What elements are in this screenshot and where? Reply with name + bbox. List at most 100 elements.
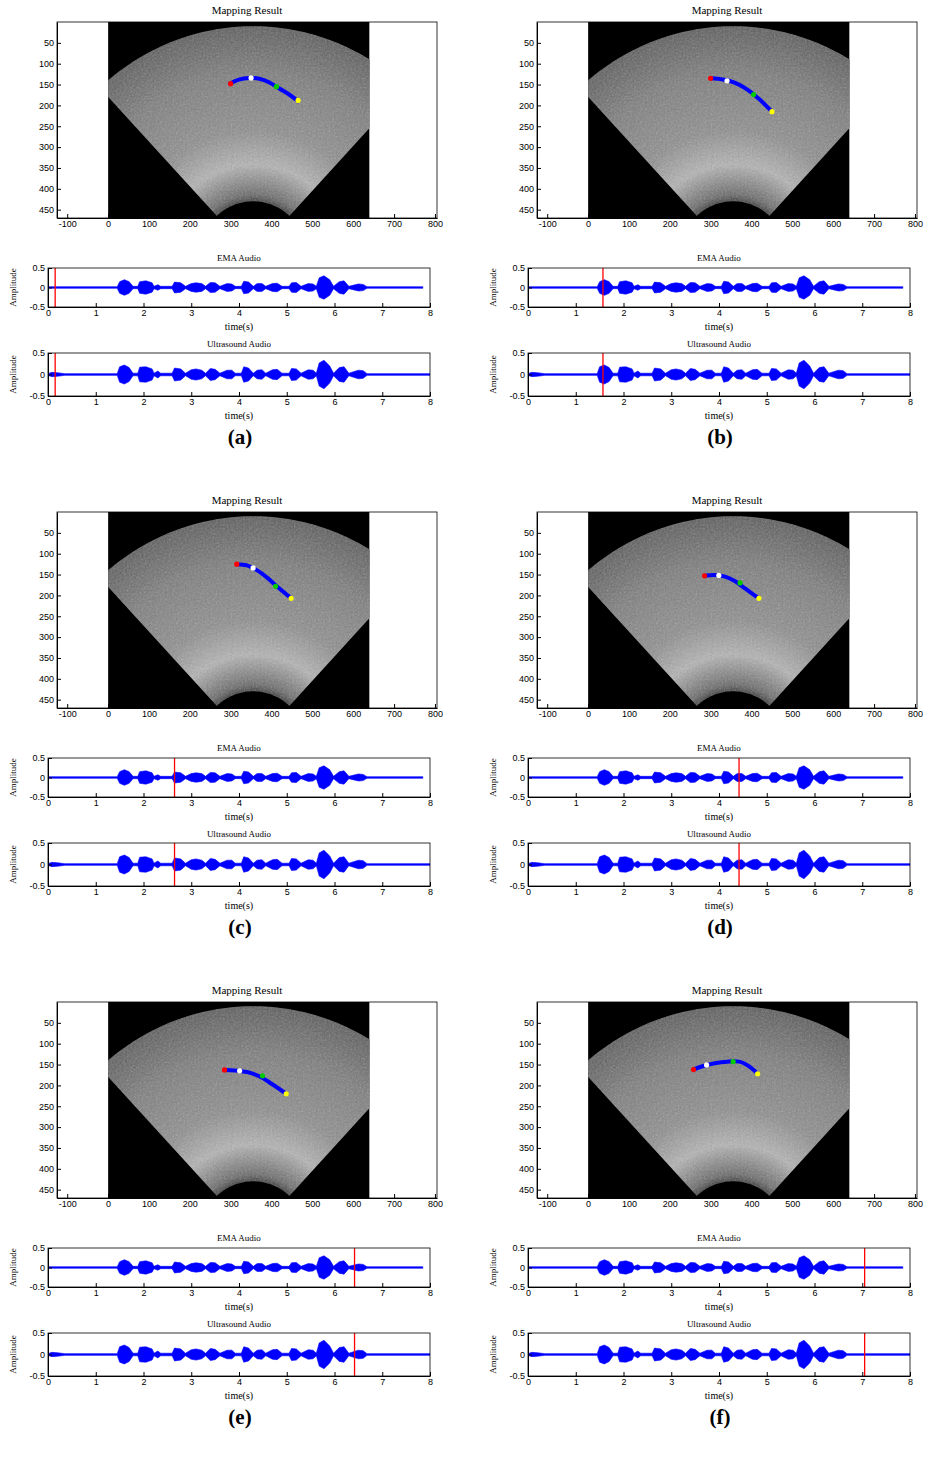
sensor-point (769, 109, 774, 114)
tick-mark (624, 303, 625, 307)
tick-mark (67, 704, 68, 708)
tick-label: 400 (519, 184, 534, 194)
tick: 400 (519, 1164, 541, 1174)
tick-mark (537, 1169, 541, 1170)
tick-label: 1 (94, 798, 99, 808)
plot-title: EMA Audio (697, 253, 741, 263)
tick-label: 3 (669, 887, 674, 897)
tick-label: 200 (663, 709, 678, 719)
tick-mark (190, 704, 191, 708)
tick: 200 (663, 1194, 678, 1209)
plot-area (57, 1002, 437, 1198)
tick: 0 (106, 1194, 111, 1209)
tick-label: 150 (519, 1060, 534, 1070)
tick-mark (629, 1194, 630, 1198)
tick-mark (57, 700, 61, 701)
tick-mark (767, 303, 768, 307)
tick-mark (149, 1194, 150, 1198)
tick: 0 (586, 214, 591, 229)
y-axis: -0.500.5 (29, 263, 52, 312)
ultrasound-fan (108, 1006, 370, 1196)
tick-label: 250 (519, 1102, 534, 1112)
tick-mark (430, 1372, 431, 1376)
tick: 8 (428, 1283, 433, 1298)
tick-label: 300 (224, 709, 239, 719)
plot-title: EMA Audio (217, 743, 261, 753)
tick: 2 (621, 1283, 626, 1298)
tick-mark (191, 392, 192, 396)
y-axis-title: Amplitude (488, 758, 498, 797)
tick-mark (588, 1194, 589, 1198)
tick-mark (528, 303, 529, 307)
tick: 0 (586, 1194, 591, 1209)
x-axis: 012345678 (526, 1372, 913, 1387)
tick-mark (874, 1194, 875, 1198)
tick-mark (335, 1283, 336, 1287)
tick-mark (57, 679, 61, 680)
tick: 0 (106, 704, 111, 719)
tick-label: 50 (524, 38, 534, 48)
tick-mark (272, 704, 273, 708)
x-axis-title: time(s) (705, 1390, 733, 1402)
tick-mark (312, 704, 313, 708)
sensor-point (222, 1067, 227, 1072)
tick-label: 3 (669, 798, 674, 808)
x-axis: 012345678 (526, 882, 913, 897)
tick-label: 200 (183, 709, 198, 719)
tick: 8 (428, 1372, 433, 1387)
tick-label: 200 (183, 1199, 198, 1209)
plot-frame (528, 268, 910, 307)
tick-label: 400 (39, 674, 54, 684)
tick: 4 (717, 882, 722, 897)
tick: 2 (621, 882, 626, 897)
tick-label: 150 (39, 1060, 54, 1070)
waveform (48, 850, 430, 878)
plot-area (528, 1333, 910, 1376)
tick-label: 4 (717, 798, 722, 808)
tick-label: -0.5 (509, 1282, 525, 1292)
tick: 600 (826, 1194, 841, 1209)
tick: 0 (46, 793, 51, 808)
tick-mark (910, 793, 911, 797)
y-axis: 50100150200250300350400450 (39, 513, 61, 709)
tick-mark (537, 1190, 541, 1191)
tick-label: 6 (332, 1377, 337, 1387)
tick: 0 (40, 860, 52, 870)
tick: 6 (332, 392, 337, 407)
tick: 6 (332, 303, 337, 318)
tick-mark (671, 1372, 672, 1376)
tick-mark (537, 575, 541, 576)
tick: 600 (826, 704, 841, 719)
tick: 0 (46, 1372, 51, 1387)
tick-mark (719, 1372, 720, 1376)
tick-mark (149, 214, 150, 218)
tick: 450 (519, 695, 541, 705)
tick: 200 (183, 704, 198, 719)
tick-label: 0.5 (512, 1243, 525, 1253)
tick-label: 6 (332, 397, 337, 407)
tick-mark (537, 658, 541, 659)
tick-label: 7 (860, 308, 865, 318)
tick-mark (96, 793, 97, 797)
tick: 450 (519, 1185, 541, 1195)
plot-title: Mapping Result (692, 494, 763, 506)
tick-mark (239, 392, 240, 396)
tick-mark (862, 1283, 863, 1287)
tick-label: 50 (44, 38, 54, 48)
tick: 8 (908, 793, 913, 808)
tick: 700 (867, 704, 882, 719)
tick: 400 (39, 674, 61, 684)
tick-mark (588, 214, 589, 218)
tick: 2 (621, 303, 626, 318)
tick-mark (537, 1023, 541, 1024)
tick-label: 8 (908, 798, 913, 808)
tick-label: 4 (237, 887, 242, 897)
tick-label: 0 (46, 397, 51, 407)
tick-mark (537, 64, 541, 65)
tick: 300 (39, 142, 61, 152)
tick: 6 (332, 793, 337, 808)
tick: 4 (237, 793, 242, 808)
tick: 6 (332, 1372, 337, 1387)
tick-label: -0.5 (29, 792, 45, 802)
tick-mark (57, 533, 61, 534)
